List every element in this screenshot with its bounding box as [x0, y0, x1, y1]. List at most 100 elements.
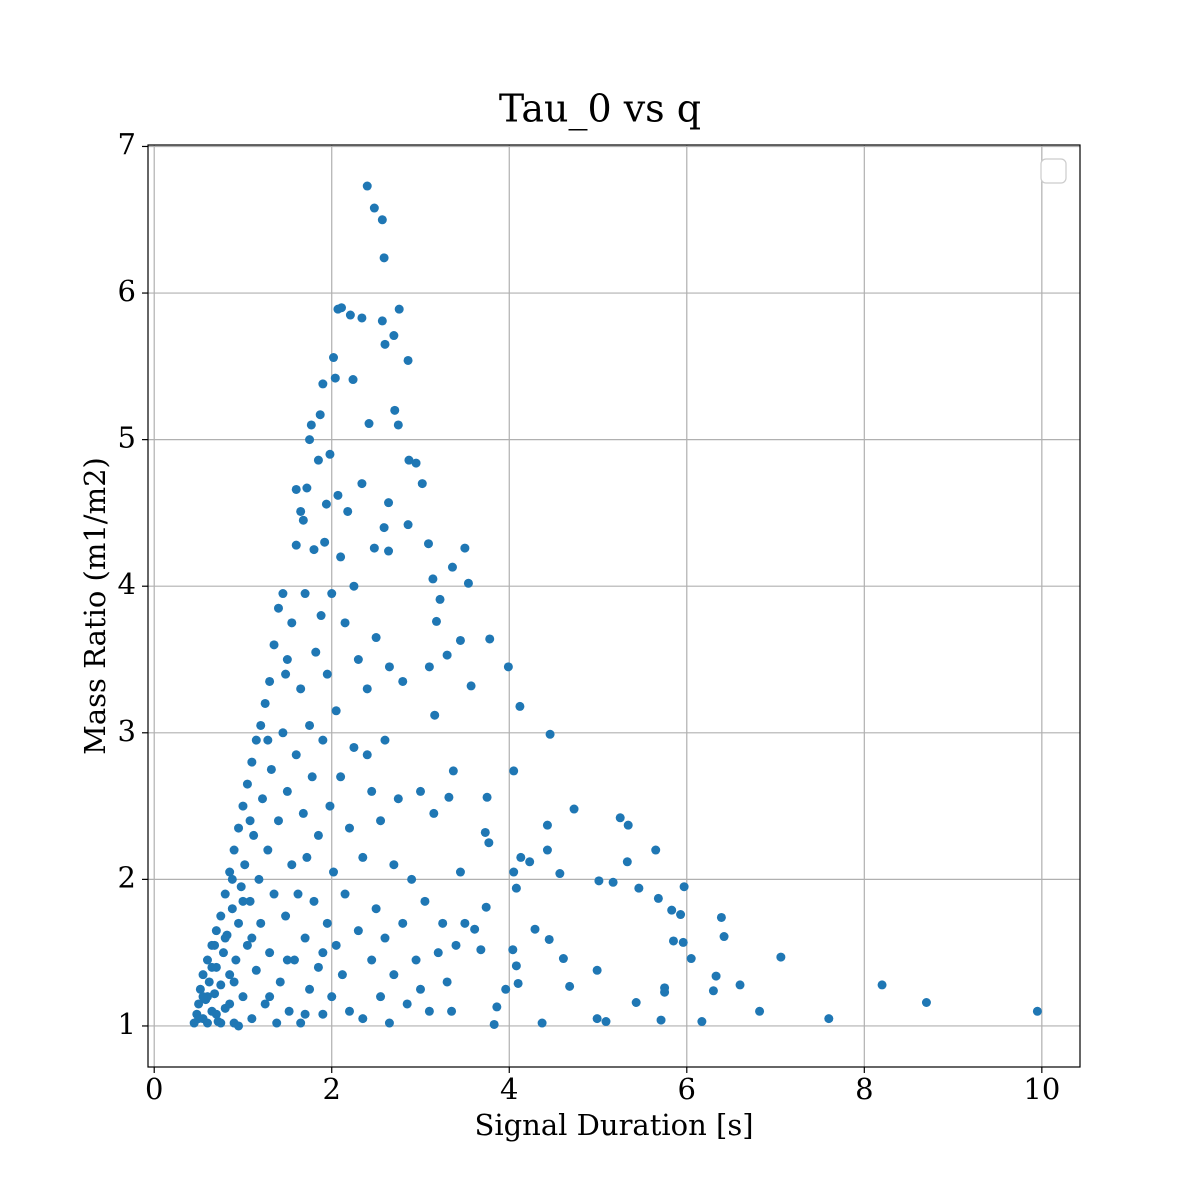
scatter-point	[448, 766, 458, 776]
scatter-point	[601, 1017, 611, 1027]
scatter-point	[377, 215, 387, 225]
scatter-point	[447, 562, 457, 572]
scatter-point	[266, 764, 276, 774]
scatter-point	[325, 801, 335, 811]
scatter-point	[921, 998, 931, 1008]
scatter-point	[282, 955, 292, 965]
scatter-point	[269, 640, 279, 650]
scatter-point	[371, 633, 381, 643]
scatter-point	[455, 635, 465, 645]
points	[189, 181, 1042, 1031]
x-tick-label: 4	[500, 1072, 518, 1106]
scatter-point	[227, 904, 237, 914]
scatter-point	[476, 945, 486, 955]
scatter-point	[234, 918, 244, 928]
scatter-point	[321, 499, 331, 509]
scatter-point	[362, 750, 372, 760]
scatter-point	[195, 984, 205, 994]
scatter-point	[225, 999, 235, 1009]
scatter-point	[265, 948, 275, 958]
scatter-point	[291, 540, 301, 550]
scatter-point	[340, 618, 350, 628]
scatter-point	[394, 304, 404, 314]
scatter-point	[423, 539, 433, 549]
scatter-point	[348, 375, 358, 385]
scatter-point	[220, 889, 230, 899]
scatter-point	[379, 253, 389, 263]
scatter-point	[444, 792, 454, 802]
scatter-point	[198, 992, 208, 1002]
scatter-point	[247, 757, 257, 767]
scatter-point	[429, 808, 439, 818]
scatter-point	[300, 589, 310, 599]
scatter-point	[631, 998, 641, 1008]
scatter-point	[380, 339, 390, 349]
scatter-point	[353, 655, 363, 665]
scatter-point	[660, 987, 670, 997]
scatter-point	[207, 962, 217, 972]
scatter-point	[194, 999, 204, 1009]
scatter-point	[667, 905, 677, 915]
scatter-point	[340, 889, 350, 899]
scatter-point	[358, 852, 368, 862]
scatter-point	[256, 720, 266, 730]
scatter-point	[272, 1018, 282, 1028]
scatter-point	[411, 458, 421, 468]
scatter-point	[309, 545, 319, 555]
scatter-point	[225, 970, 235, 980]
scatter-point	[776, 952, 786, 962]
scatter-point	[313, 830, 323, 840]
scatter-point	[287, 860, 297, 870]
scatter-point	[327, 992, 337, 1002]
scatter-point	[242, 940, 252, 950]
scatter-point	[282, 786, 292, 796]
grid	[148, 145, 1080, 1067]
scatter-point	[389, 331, 399, 341]
scatter-point	[245, 816, 255, 826]
scatter-point	[254, 874, 264, 884]
scatter-point	[415, 984, 425, 994]
scatter-point	[484, 838, 494, 848]
scatter-point	[622, 857, 632, 867]
scatter-point	[615, 813, 625, 823]
scatter-point	[651, 845, 661, 855]
scatter-point	[403, 520, 413, 530]
scatter-point	[336, 552, 346, 562]
x-tick-label: 2	[323, 1072, 341, 1106]
scatter-point	[569, 804, 579, 814]
scatter-point	[376, 992, 386, 1002]
scatter-point	[234, 823, 244, 833]
y-tick-label: 7	[118, 127, 136, 161]
scatter-point	[415, 786, 425, 796]
scatter-point	[256, 918, 266, 928]
scatter-point	[231, 955, 241, 965]
y-axis-label: Mass Ratio (m1/m2)	[78, 457, 112, 755]
scatter-point	[537, 1018, 547, 1028]
scatter-point	[242, 779, 252, 789]
scatter-point	[442, 977, 452, 987]
scatter-point	[428, 574, 438, 584]
scatter-point	[329, 867, 339, 877]
scatter-point	[362, 181, 372, 191]
scatter-point	[281, 669, 291, 679]
scatter-point	[489, 1019, 499, 1029]
scatter-point	[404, 455, 414, 465]
plot-frame	[147, 144, 1081, 1068]
scatter-point	[211, 1009, 221, 1019]
scatter-point	[653, 893, 663, 903]
scatter-point	[229, 977, 239, 987]
scatter-point	[358, 1014, 368, 1024]
scatter-point	[202, 955, 212, 965]
scatter-point	[511, 883, 521, 893]
scatter-point	[337, 970, 347, 980]
scatter-point	[608, 877, 618, 887]
scatter-point	[389, 860, 399, 870]
scatter-point	[298, 515, 308, 525]
scatter-point	[273, 816, 283, 826]
scatter-point	[311, 647, 321, 657]
scatter-point	[558, 954, 568, 964]
scatter-point	[716, 912, 726, 922]
scatter-point	[411, 955, 421, 965]
scatter-point	[306, 420, 316, 430]
